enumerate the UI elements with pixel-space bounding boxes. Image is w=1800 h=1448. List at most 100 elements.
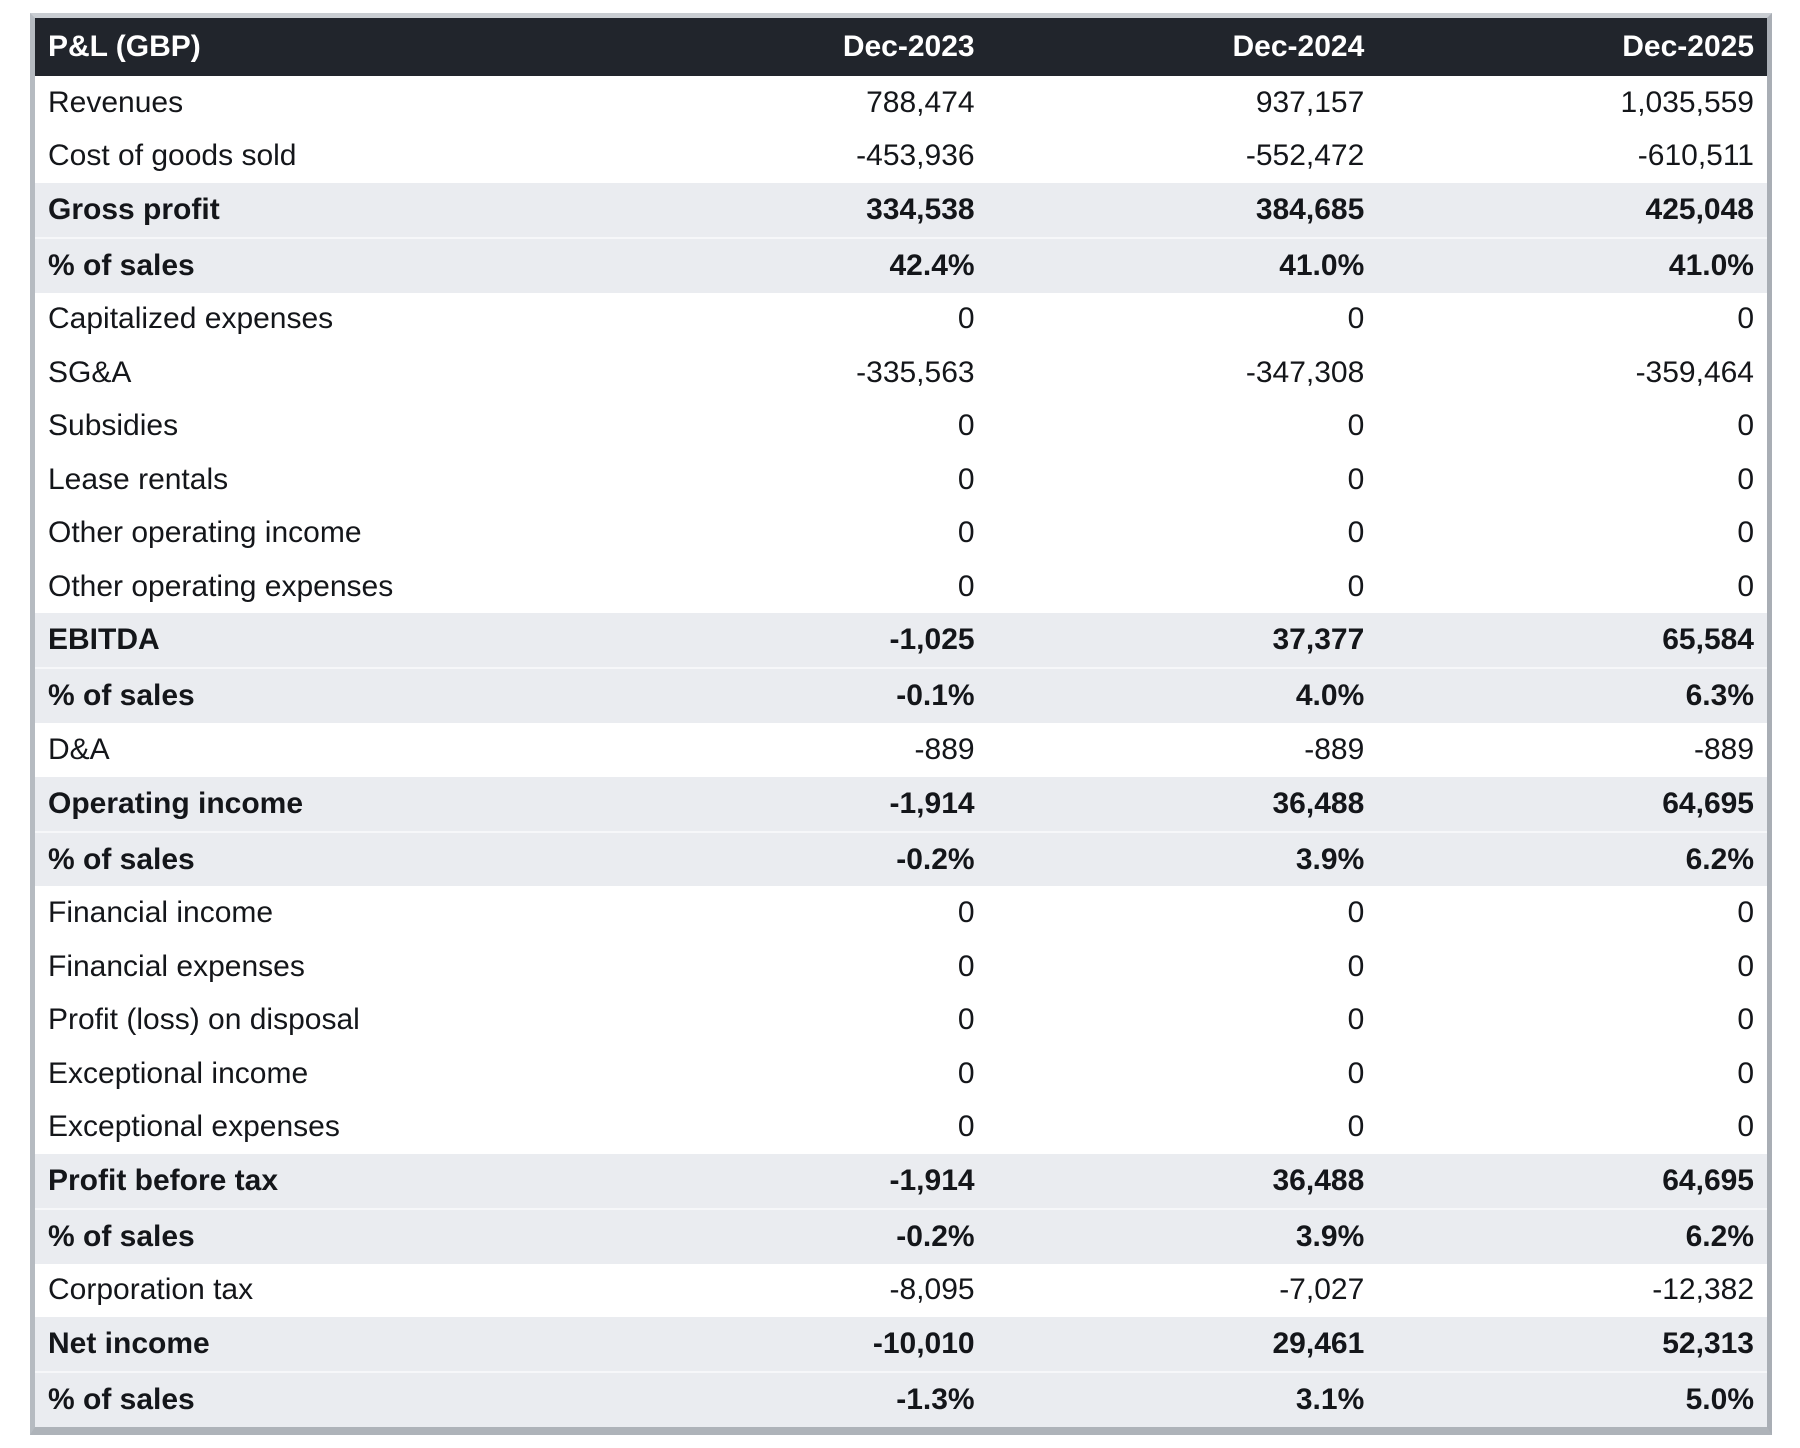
row-ebitda: EBITDA -1,025 37,377 65,584 [35, 613, 1767, 669]
cell-value: -8,095 [597, 1263, 988, 1317]
cell-value: 36,488 [987, 776, 1378, 832]
row-label: Lease rentals [35, 453, 598, 507]
cell-value: 0 [987, 993, 1378, 1047]
cell-value: -0.1% [597, 667, 988, 724]
cell-value: 334,538 [597, 182, 988, 238]
cell-value: 788,474 [597, 76, 988, 130]
cell-value: -610,511 [1377, 129, 1767, 183]
cell-value: -1,025 [597, 613, 988, 669]
row-label: % of sales [35, 667, 598, 724]
header-pl-gbp: P&L (GBP) [35, 18, 598, 76]
cell-value: 6.2% [1377, 1207, 1767, 1264]
cell-value: -359,464 [1377, 346, 1767, 400]
row-label: % of sales [35, 1207, 598, 1264]
row-net-income: Net income -10,010 29,461 52,313 [35, 1316, 1767, 1372]
pl-table-frame: P&L (GBP) Dec-2023 Dec-2024 Dec-2025 Rev… [30, 13, 1772, 1435]
cell-value: 0 [987, 1100, 1378, 1154]
cell-value: 6.3% [1377, 667, 1767, 724]
row-lease-rentals: Lease rentals 0 0 0 [35, 453, 1767, 507]
row-label: Exceptional income [35, 1046, 598, 1101]
row-exceptional-income: Exceptional income 0 0 0 [35, 1046, 1767, 1101]
cell-value: 0 [987, 559, 1378, 614]
row-profit-loss-on-disposal: Profit (loss) on disposal 0 0 0 [35, 993, 1767, 1047]
header-row: P&L (GBP) Dec-2023 Dec-2024 Dec-2025 [35, 18, 1767, 76]
cell-value: -0.2% [597, 1207, 988, 1264]
row-label: EBITDA [35, 613, 598, 669]
row-operating-income-pct: % of sales -0.2% 3.9% 6.2% [35, 830, 1767, 887]
cell-value: 0 [1377, 886, 1767, 940]
cell-value: 0 [1377, 559, 1767, 614]
row-label: Capitalized expenses [35, 292, 598, 347]
cell-value: -10,010 [597, 1316, 988, 1372]
cell-value: 0 [597, 453, 988, 507]
cell-value: -1.3% [597, 1370, 988, 1427]
row-label: Other operating expenses [35, 559, 598, 614]
cell-value: -889 [987, 723, 1378, 777]
cell-value: 0 [987, 453, 1378, 507]
cell-value: -1,914 [597, 776, 988, 832]
row-label: Profit (loss) on disposal [35, 993, 598, 1047]
cell-value: 0 [987, 292, 1378, 347]
row-ebitda-pct: % of sales -0.1% 4.0% 6.3% [35, 667, 1767, 724]
cell-value: 41.0% [987, 236, 1378, 293]
cell-value: 36,488 [987, 1153, 1378, 1209]
cell-value: -12,382 [1377, 1263, 1767, 1317]
cell-value: 384,685 [987, 182, 1378, 238]
cell-value: 0 [597, 1046, 988, 1101]
cell-value: 64,695 [1377, 1153, 1767, 1209]
row-label: Exceptional expenses [35, 1100, 598, 1154]
row-d-and-a: D&A -889 -889 -889 [35, 723, 1767, 777]
cell-value: 0 [597, 939, 988, 994]
row-label: Gross profit [35, 182, 598, 238]
cell-value: -889 [597, 723, 988, 777]
cell-value: 937,157 [987, 76, 1378, 130]
cell-value: 0 [597, 559, 988, 614]
row-operating-income: Operating income -1,914 36,488 64,695 [35, 776, 1767, 832]
row-gross-profit: Gross profit 334,538 384,685 425,048 [35, 182, 1767, 238]
row-label: % of sales [35, 1370, 598, 1427]
cell-value: 29,461 [987, 1316, 1378, 1372]
cell-value: 0 [597, 506, 988, 560]
cell-value: -552,472 [987, 129, 1378, 183]
cell-value: 37,377 [987, 613, 1378, 669]
cell-value: 0 [987, 506, 1378, 560]
row-sga: SG&A -335,563 -347,308 -359,464 [35, 346, 1767, 400]
row-label: % of sales [35, 236, 598, 293]
pl-table: P&L (GBP) Dec-2023 Dec-2024 Dec-2025 Rev… [35, 18, 1767, 1427]
row-label: Corporation tax [35, 1263, 598, 1317]
row-profit-before-tax: Profit before tax -1,914 36,488 64,695 [35, 1153, 1767, 1209]
cell-value: 3.9% [987, 830, 1378, 887]
cell-value: -0.2% [597, 830, 988, 887]
header-dec-2024: Dec-2024 [987, 18, 1378, 76]
row-label: Cost of goods sold [35, 129, 598, 183]
row-gross-profit-pct: % of sales 42.4% 41.0% 41.0% [35, 236, 1767, 293]
row-label: Subsidies [35, 399, 598, 454]
cell-value: 3.9% [987, 1207, 1378, 1264]
cell-value: 3.1% [987, 1370, 1378, 1427]
cell-value: 41.0% [1377, 236, 1767, 293]
row-label: Other operating income [35, 506, 598, 560]
cell-value: 0 [597, 399, 988, 454]
row-label: Profit before tax [35, 1153, 598, 1209]
cell-value: 0 [1377, 939, 1767, 994]
cell-value: 65,584 [1377, 613, 1767, 669]
cell-value: 6.2% [1377, 830, 1767, 887]
cell-value: 0 [987, 399, 1378, 454]
row-corporation-tax: Corporation tax -8,095 -7,027 -12,382 [35, 1263, 1767, 1317]
cell-value: 0 [987, 886, 1378, 940]
cell-value: 0 [1377, 506, 1767, 560]
cell-value: 42.4% [597, 236, 988, 293]
cell-value: 0 [1377, 399, 1767, 454]
cell-value: 1,035,559 [1377, 76, 1767, 130]
cell-value: 0 [987, 939, 1378, 994]
cell-value: -453,936 [597, 129, 988, 183]
row-exceptional-expenses: Exceptional expenses 0 0 0 [35, 1100, 1767, 1154]
row-revenues: Revenues 788,474 937,157 1,035,559 [35, 76, 1767, 130]
row-other-operating-expenses: Other operating expenses 0 0 0 [35, 559, 1767, 614]
cell-value: 0 [597, 886, 988, 940]
cell-value: -889 [1377, 723, 1767, 777]
row-financial-income: Financial income 0 0 0 [35, 886, 1767, 940]
row-profit-before-tax-pct: % of sales -0.2% 3.9% 6.2% [35, 1207, 1767, 1264]
cell-value: -1,914 [597, 1153, 988, 1209]
header-dec-2025: Dec-2025 [1377, 18, 1767, 76]
